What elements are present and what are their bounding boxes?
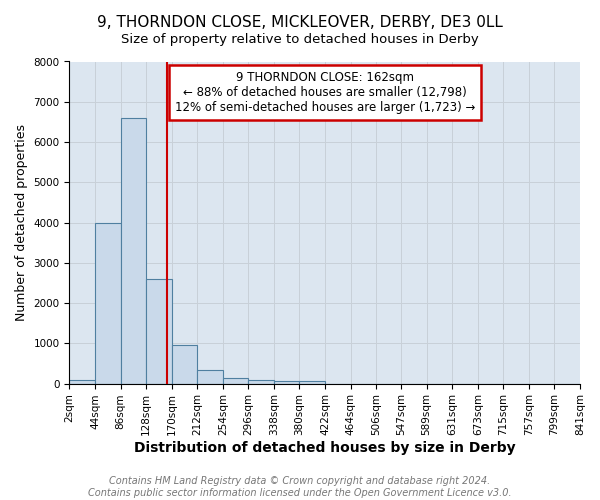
Bar xyxy=(223,378,248,384)
Text: 9, THORNDON CLOSE, MICKLEOVER, DERBY, DE3 0LL: 9, THORNDON CLOSE, MICKLEOVER, DERBY, DE… xyxy=(97,15,503,30)
Bar xyxy=(70,380,95,384)
Bar xyxy=(146,279,172,384)
Text: Size of property relative to detached houses in Derby: Size of property relative to detached ho… xyxy=(121,32,479,46)
Y-axis label: Number of detached properties: Number of detached properties xyxy=(15,124,28,321)
Bar xyxy=(95,222,121,384)
Text: Contains HM Land Registry data © Crown copyright and database right 2024.
Contai: Contains HM Land Registry data © Crown c… xyxy=(88,476,512,498)
Bar xyxy=(248,380,274,384)
Bar xyxy=(172,346,197,384)
Text: 9 THORNDON CLOSE: 162sqm
← 88% of detached houses are smaller (12,798)
12% of se: 9 THORNDON CLOSE: 162sqm ← 88% of detach… xyxy=(175,71,475,114)
X-axis label: Distribution of detached houses by size in Derby: Distribution of detached houses by size … xyxy=(134,441,515,455)
Bar xyxy=(274,381,299,384)
Bar xyxy=(299,381,325,384)
Bar xyxy=(197,370,223,384)
Bar xyxy=(121,118,146,384)
